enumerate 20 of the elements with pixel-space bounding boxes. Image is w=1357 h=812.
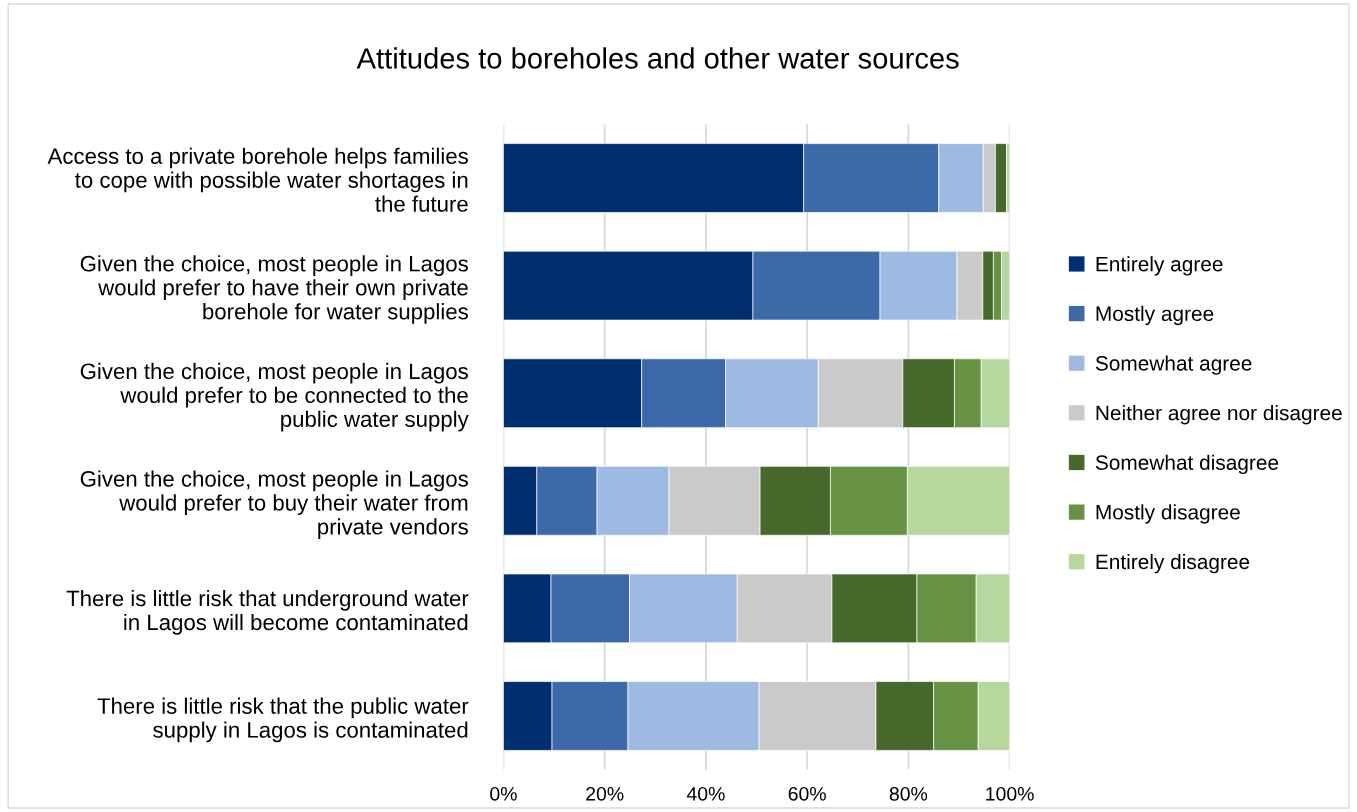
x-tick-label: 100%: [986, 786, 1034, 801]
legend-label: Entirely agree: [1096, 256, 1223, 276]
legend-label: Mostly agree: [1096, 305, 1214, 326]
y-tick-label: Given the choice, most people in Lagos would prefer to have their own private borehole for water supplies: [80, 255, 468, 324]
legend-label: Neither agree nor disagree: [1096, 405, 1342, 425]
x-tick-label: 60%: [788, 786, 826, 801]
legend-label: Mostly disagree: [1096, 504, 1240, 524]
x-tick-label: 20%: [586, 786, 624, 801]
legend-label: Somewhat agree: [1095, 355, 1252, 375]
x-tick-label: 80%: [889, 786, 928, 801]
legend-label: Entirely disagree: [1096, 553, 1250, 574]
x-tick-label: 40%: [686, 786, 725, 801]
y-tick-label: Access to a private borehole helps families to cope with possible water shortages in the future: [47, 147, 468, 212]
y-tick-label: There is little risk that underground water in Lagos will become contaminated: [66, 589, 469, 635]
chart-title: Attitudes to boreholes and other water sources: [356, 47, 959, 69]
x-tick-label: 0%: [490, 786, 517, 801]
y-tick-label: There is little risk that the public water supply in Lagos is contaminated: [97, 697, 469, 743]
y-tick-label: Given the choice, most people in Lagos would prefer to buy their water from private vendors: [80, 470, 468, 540]
legend-label: Somewhat disagree: [1095, 454, 1279, 475]
y-tick-label: Given the choice, most people in Lagos would prefer to be connected to the public water supply: [80, 362, 469, 432]
